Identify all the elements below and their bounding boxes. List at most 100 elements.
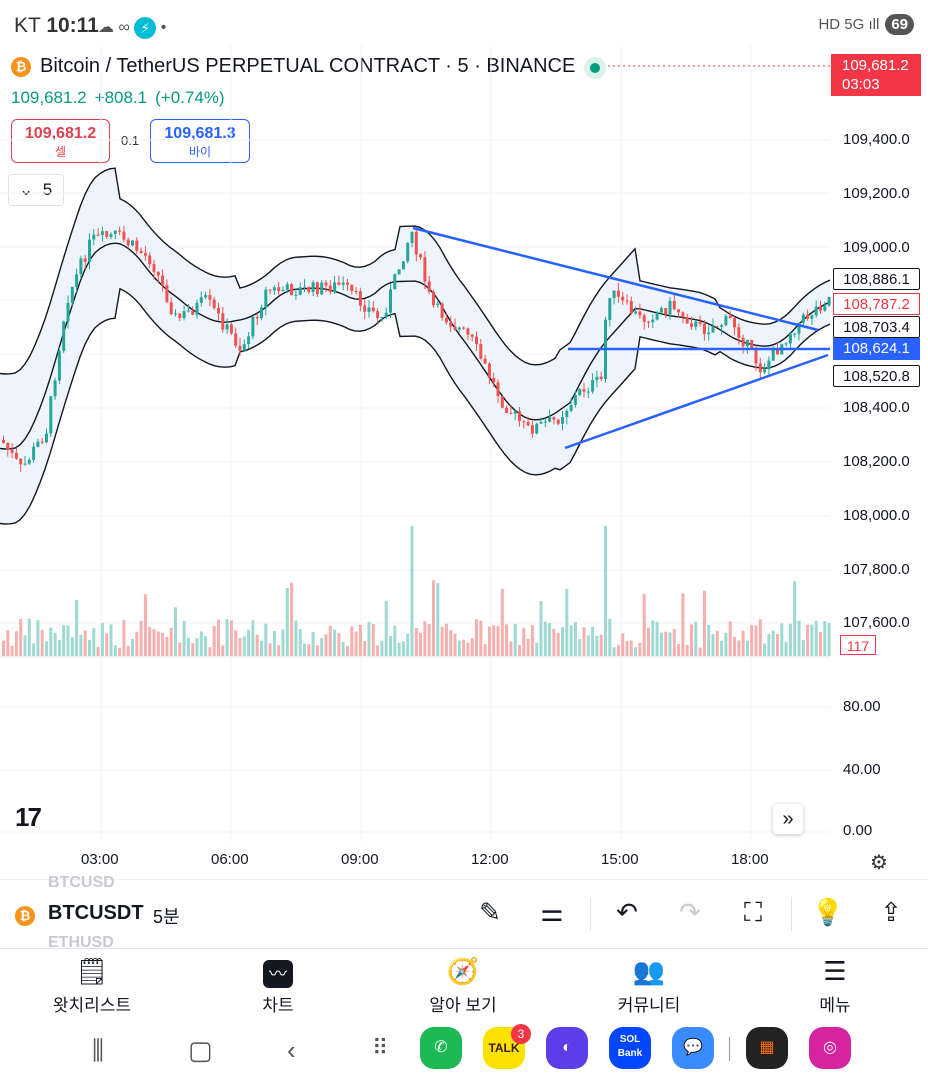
candle-body: [453, 326, 457, 330]
candle-body: [337, 282, 341, 285]
symbol-title[interactable]: Bitcoin / TetherUS PERPETUAL CONTRACT · …: [40, 55, 576, 77]
nav-community[interactable]: 👥 커뮤니티: [574, 955, 724, 1016]
candle-body: [307, 286, 311, 292]
fullscreen-icon[interactable]: ⛶: [743, 897, 763, 927]
volume-bar: [324, 634, 328, 656]
candle-body: [311, 282, 315, 292]
price-tick: 109,200.0: [843, 185, 910, 202]
candle-body: [698, 321, 702, 324]
candle-body: [530, 425, 534, 434]
browser-app-icon[interactable]: ◐: [546, 1027, 588, 1069]
volume-bar: [2, 640, 5, 656]
sol-bank-app-icon[interactable]: SOL Bank: [609, 1027, 651, 1069]
ideas-lightbulb-icon[interactable]: 💡: [811, 897, 845, 927]
candle-body: [642, 315, 646, 322]
recents-icon[interactable]: ⫼: [92, 1035, 104, 1065]
candle-body: [595, 376, 599, 380]
volume-bar: [814, 620, 818, 656]
candle-body: [83, 258, 87, 262]
nav-menu[interactable]: ☰ 메뉴: [760, 955, 910, 1016]
volume-bar: [586, 635, 590, 656]
nav-chart[interactable]: 〰 차트: [203, 955, 353, 1016]
volume-bar: [238, 638, 242, 656]
time-tick: 06:00: [211, 851, 249, 868]
messages-app-icon[interactable]: 💬: [672, 1027, 714, 1069]
volume-bar: [823, 621, 827, 656]
candle-body: [694, 321, 698, 327]
volume-bar: [556, 632, 560, 656]
candle-body: [126, 239, 130, 246]
candle-body: [2, 440, 5, 443]
share-icon[interactable]: ⇪: [880, 897, 902, 927]
volume-bar: [444, 623, 448, 656]
drawing-tools-icon[interactable]: ✎: [479, 897, 501, 927]
quote-line: 109,681.2 +808.1 (+0.74%): [11, 88, 233, 108]
undo-icon[interactable]: ↶: [616, 897, 638, 927]
price-chart[interactable]: [0, 0, 928, 880]
nav-watchlist[interactable]: 🗒 왓치리스트: [17, 955, 167, 1016]
candle-body: [174, 313, 177, 315]
volume-bar: [225, 619, 229, 656]
buy-button[interactable]: 109,681.3 바이: [150, 119, 250, 163]
scroll-to-realtime-button[interactable]: »: [773, 804, 803, 834]
candle-body: [397, 269, 401, 275]
candle-body: [470, 334, 474, 337]
candle-body: [427, 281, 431, 292]
candle-body: [6, 442, 10, 450]
volume-bar: [75, 600, 79, 656]
symbol-search-button[interactable]: BTCUSDT: [48, 902, 144, 924]
candle-body: [784, 343, 788, 345]
volume-bar: [733, 637, 736, 656]
volume-bar: [255, 634, 259, 656]
sell-button[interactable]: 109,681.2 셀: [11, 119, 110, 163]
volume-bar: [698, 647, 702, 656]
candle-body: [298, 287, 302, 295]
volume-bar: [479, 620, 483, 656]
volume-bar: [690, 624, 693, 656]
time-tick: 03:00: [81, 851, 119, 868]
price-tick: 107,800.0: [843, 561, 910, 578]
candle-body: [303, 286, 306, 288]
candle-body: [234, 333, 238, 346]
candle-body: [290, 284, 294, 296]
home-icon[interactable]: ▢: [188, 1035, 213, 1065]
candle-body: [492, 378, 496, 383]
market-open-indicator[interactable]: [584, 57, 606, 79]
instagram-app-icon[interactable]: ◎: [809, 1027, 851, 1069]
volume-bar: [604, 526, 607, 656]
chart-settings-icon[interactable]: ⚙: [870, 852, 888, 874]
apps-grid-icon[interactable]: ⠿: [372, 1035, 389, 1060]
phone-app-icon[interactable]: ✆: [420, 1027, 462, 1069]
volume-bar: [629, 640, 633, 656]
watchlist-icon: 🗒: [75, 956, 109, 986]
candle-body: [62, 321, 66, 351]
candle-body: [406, 243, 410, 262]
compass-icon: 🧭: [446, 956, 480, 986]
candle-body: [23, 463, 27, 465]
volume-bar: [453, 633, 457, 656]
volume-bar: [780, 623, 784, 656]
grid-app-icon[interactable]: ▦: [746, 1027, 788, 1069]
back-icon[interactable]: ‹: [287, 1035, 296, 1065]
volume-bar: [281, 629, 285, 656]
candle-body: [638, 311, 642, 316]
volume-bar: [505, 624, 509, 656]
volume-bar: [53, 633, 57, 656]
candle-body: [586, 391, 590, 393]
nav-explore[interactable]: 🧭 알아 보기: [388, 955, 538, 1016]
candle-body: [681, 312, 685, 318]
candle-body: [487, 363, 491, 378]
volume-bar: [376, 645, 380, 656]
candle-body: [36, 441, 40, 447]
volume-bar: [32, 643, 36, 656]
indicators-collapse-button[interactable]: ⌄ 5: [8, 174, 64, 206]
indicators-icon[interactable]: ⚌: [540, 897, 564, 927]
candle-body: [14, 452, 18, 459]
candle-body: [509, 412, 513, 414]
candle-body: [720, 325, 724, 327]
candle-body: [255, 316, 259, 319]
interval-button[interactable]: 5분: [153, 907, 180, 927]
volume-bar: [380, 640, 384, 656]
last-price-label: 108,787.2: [833, 293, 920, 315]
candle-body: [548, 417, 552, 422]
